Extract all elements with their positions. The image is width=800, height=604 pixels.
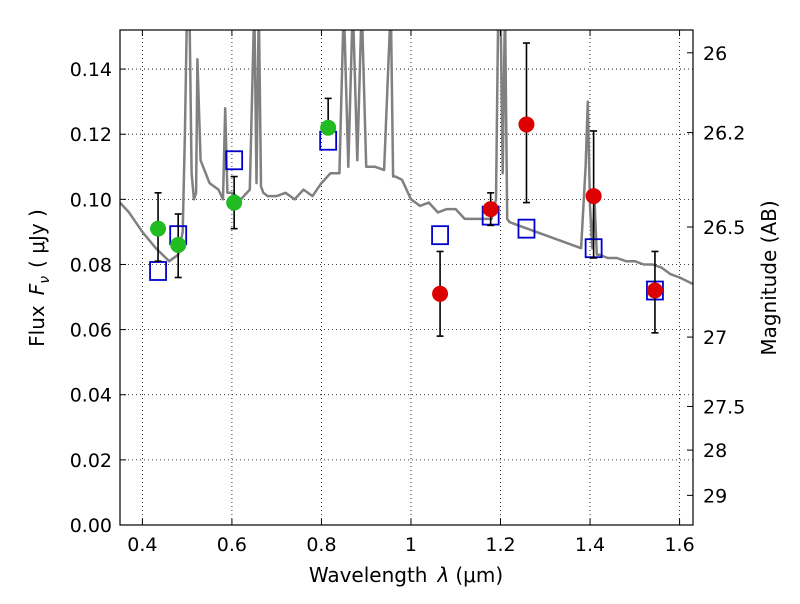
- model-spectrum-line: [120, 30, 693, 286]
- grid-lines: [120, 30, 693, 526]
- y-axis-label: Flux Fν ( μJy ): [25, 209, 53, 347]
- y-tick-label: 0.04: [70, 385, 112, 407]
- observed-green-point: [150, 220, 167, 237]
- y-tick-label: 0.14: [70, 59, 112, 81]
- plot-background: [120, 30, 693, 525]
- y-tick-label: 0.12: [70, 124, 112, 146]
- observed-red-point: [518, 116, 535, 133]
- right-tick-label: 27: [703, 327, 727, 349]
- x-axis-label: Wavelength λ (μm): [309, 563, 503, 587]
- axis-ticks: 0.4 0.6 0.8 1 1.2 1.4 1.6 0.00 0.02 0.04 0.06 0.08 0…: [70, 30, 745, 556]
- observed-green-point: [170, 236, 187, 253]
- x-tick-label: 0.4: [127, 534, 157, 556]
- y-axis-label-text: Flux: [25, 305, 49, 347]
- x-tick-label: 0.8: [306, 534, 336, 556]
- y-tick-label: 0.06: [70, 320, 112, 342]
- y-tick-label: 0.10: [70, 189, 112, 211]
- x-tick-label: 1.2: [485, 534, 515, 556]
- observed-red-point: [432, 285, 449, 302]
- right-tick-label: 26.2: [703, 123, 745, 145]
- right-tick-label: 26: [703, 43, 727, 65]
- y-tick-label: 0.00: [70, 515, 112, 537]
- observed-red-point: [482, 201, 499, 218]
- observed-green-point: [320, 119, 337, 136]
- y-axis-label-symbol: F: [25, 283, 49, 295]
- observed-red-point: [646, 282, 663, 299]
- observed-red-point: [585, 188, 602, 205]
- y-tick-label: 0.02: [70, 450, 112, 472]
- y-tick-label: 0.08: [70, 254, 112, 276]
- y-axis-label-subscript: ν: [37, 276, 53, 284]
- x-axis-label-text: Wavelength: [309, 563, 428, 587]
- model-photometry-square: [431, 225, 449, 246]
- model-photometry-square: [225, 150, 244, 171]
- x-tick-label: 1.6: [664, 534, 694, 556]
- y-axis-label-unit: ( μJy ): [25, 209, 49, 268]
- x-tick-label: 0.6: [217, 534, 247, 556]
- right-tick-label: 28: [703, 440, 727, 462]
- x-axis-label-lambda: λ: [437, 563, 450, 587]
- x-tick-label: 1.4: [575, 534, 605, 556]
- right-axis-label: Magnitude (AB): [757, 200, 781, 355]
- plot-area: [120, 30, 693, 337]
- plot-frame: [119, 29, 694, 526]
- x-tick-label: 1: [405, 534, 417, 556]
- x-axis-label-unit: (μm): [455, 563, 503, 587]
- right-tick-label: 29: [703, 485, 727, 507]
- observed-green-point: [226, 194, 243, 211]
- model-photometry-square: [517, 218, 536, 239]
- right-tick-label: 26.5: [703, 217, 745, 239]
- right-tick-label: 27.5: [703, 396, 745, 418]
